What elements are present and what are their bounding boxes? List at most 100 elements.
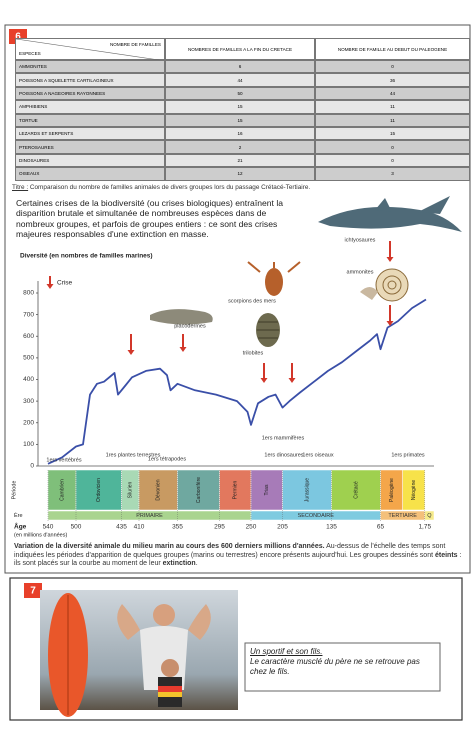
y-tick-label: 300	[23, 398, 34, 405]
period-name: Cambrien	[59, 479, 65, 501]
table-number: 12	[237, 171, 243, 177]
period-name: Trias	[264, 484, 270, 495]
figure-caption: Variation de la diversité animale du mil…	[14, 543, 462, 569]
table-cell: 6	[165, 60, 315, 74]
animal-label: ammonites	[347, 269, 374, 275]
table-cell: 0	[315, 140, 470, 154]
diversity-curve	[47, 298, 427, 465]
table-cell: TORTUE	[15, 113, 165, 127]
table-cell: LEZARDS ET SERPENTS	[15, 127, 165, 141]
section-badge	[24, 583, 42, 598]
row-label: DINOSAURES	[19, 157, 50, 163]
period-band	[331, 469, 381, 511]
period-band	[282, 469, 332, 511]
animal-label: scorpions des mers	[228, 298, 276, 304]
crisis-arrowhead	[288, 378, 296, 383]
table-number: 15	[237, 117, 243, 123]
crisis-legend: Crise	[57, 280, 73, 287]
figure-caption-text: Au-dessus de l'échelle des temps sont in…	[14, 543, 446, 559]
column-header: NOMBRE DE FAMILLE AU DEBUT DU PALEOGENE	[337, 46, 448, 52]
x-tick-label: 355	[172, 524, 183, 531]
y-tick-label: 0	[30, 463, 34, 470]
table-number: 2	[238, 144, 242, 150]
table-cell: 0	[315, 153, 470, 168]
x-tick-label: 1,75	[418, 524, 431, 531]
x-tick-label: 500	[71, 524, 82, 531]
column-header: NOMBRES DE FAMILLES A LA FIN DU CRETACE	[187, 46, 293, 52]
period-band	[138, 469, 178, 511]
x-tick-label: 205	[277, 524, 288, 531]
period-name: Silurien	[128, 481, 134, 498]
period-band	[75, 469, 122, 511]
x-tick-label: 250	[246, 524, 257, 531]
table-cell: 44	[315, 86, 470, 101]
table-cell: POISSONS A NAGEOIRES RAYONNEES	[15, 86, 165, 101]
animal-label: trilobites	[243, 350, 264, 356]
row-label: LEZARDS ET SERPENTS	[19, 131, 74, 137]
table-number: 36	[389, 77, 396, 83]
table-cell: 15	[165, 113, 315, 127]
table-number: 44	[389, 90, 396, 96]
x-tick-label: 540	[43, 524, 54, 531]
photo-caption: Un sportif et son fils. Le caractère mus…	[250, 647, 436, 677]
era-name: Q	[427, 513, 432, 519]
crisis-arrowhead	[179, 347, 187, 352]
table-cell: AMMONITES	[15, 60, 165, 74]
caption-title: Titre :	[12, 184, 29, 191]
period-name: Jurassique	[304, 478, 310, 502]
period-name: Crétacé	[353, 481, 359, 499]
y-tick-label: 200	[23, 419, 34, 426]
table-cell: 2	[165, 140, 315, 154]
row-label: AMPHIBIENS	[19, 104, 48, 110]
table-cell: NOMBRE DE FAMILLES ESPECES	[15, 38, 166, 61]
x-axis-unit: (en millions d'années)	[14, 532, 67, 538]
first-appearance: 1ers dinosaures	[264, 452, 303, 458]
section-number: 7	[30, 586, 36, 597]
period-name: Permien	[233, 480, 239, 499]
table-cell: 21	[165, 153, 315, 168]
table-caption: Titre : Comparaison du nombre de famille…	[12, 184, 467, 192]
table-cell: 36	[315, 73, 470, 87]
trilobite-drawing	[256, 313, 280, 347]
crisis-arrowhead	[386, 321, 394, 326]
figure-caption-text: : ils sont placés sur la courbe au momen…	[14, 551, 462, 568]
table-cell: 50	[165, 86, 315, 101]
first-appearance: 1res plantes terrestres	[106, 452, 161, 458]
table-number: 44	[237, 77, 243, 83]
animal-label: placodermes	[174, 323, 206, 329]
y-tick-label: 800	[23, 290, 34, 297]
period-name: Carbonifère	[196, 477, 202, 503]
table-cell: 11	[315, 113, 470, 127]
x-tick-label: 295	[214, 524, 225, 531]
sea-scorpion-drawing	[247, 261, 301, 296]
table-number: 21	[237, 157, 243, 163]
row-label: POISSONS A NAGEOIRES RAYONNEES	[19, 90, 106, 96]
first-appearance: 1ers tétrapodes	[148, 456, 186, 462]
figure-caption-bold: extinction	[162, 560, 196, 568]
figure-caption-title: Variation de la diversité animale du mil…	[14, 543, 325, 550]
y-tick-label: 700	[23, 311, 34, 318]
period-band	[177, 469, 220, 511]
y-tick-label: 600	[23, 333, 34, 340]
first-appearance: 1ers vertébrés	[46, 457, 81, 463]
table-number: 15	[389, 131, 396, 137]
photo-title: Un sportif et son fils.	[250, 647, 323, 656]
x-tick-label: 135	[326, 524, 337, 531]
photo-text: Le caractère musclé du père ne se retrou…	[250, 657, 420, 676]
caption-text: Comparaison du nombre de familles animal…	[29, 184, 311, 191]
x-tick-label: 65	[377, 524, 385, 531]
intro-paragraph: Certaines crises de la biodiversité (ou …	[16, 198, 284, 240]
first-appearance: 1ers primates	[391, 452, 425, 458]
y-axis-title: Diversité (en nombres de familles marine…	[20, 253, 153, 260]
table-corner-bottom: ESPECES	[19, 51, 41, 56]
table-number: 15	[237, 104, 243, 110]
crisis-arrowhead	[46, 284, 54, 289]
row-label: PTEROSAURES	[19, 144, 54, 150]
row-label: TORTUE	[19, 117, 38, 123]
table-cell: 3	[315, 167, 470, 181]
section-frame	[4, 24, 471, 574]
table-number: 3	[391, 171, 394, 177]
